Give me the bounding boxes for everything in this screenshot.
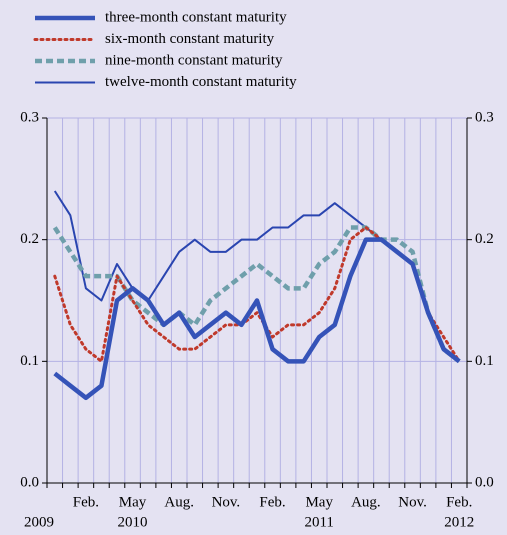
x-tick-label: Nov. <box>398 494 427 510</box>
x-tick-label: Feb. <box>259 494 285 510</box>
legend-label: three-month constant maturity <box>105 9 287 25</box>
y2-tick-label: 0.3 <box>475 109 494 125</box>
y-tick-label: 0.2 <box>20 231 39 247</box>
legend-label: twelve-month constant maturity <box>105 74 297 90</box>
y-tick-label: 0.3 <box>20 109 39 125</box>
x-tick-label: May <box>305 494 333 510</box>
x-year-label: 2011 <box>304 514 333 530</box>
series-line <box>53 237 461 401</box>
x-year-label: 2009 <box>24 514 54 530</box>
x-tick-label: May <box>119 494 147 510</box>
series-line <box>53 226 461 363</box>
series-line <box>52 225 461 364</box>
y2-tick-label: 0.1 <box>475 353 494 369</box>
legend-label: six-month constant maturity <box>105 31 275 47</box>
x-tick-label: Aug. <box>351 494 381 510</box>
x-tick-label: Nov. <box>212 494 241 510</box>
y2-tick-label: 0.0 <box>475 474 494 490</box>
series-line <box>53 190 460 363</box>
x-tick-label: Feb. <box>73 494 99 510</box>
x-year-label: 2012 <box>444 514 474 530</box>
legend-label: nine-month constant maturity <box>105 52 283 68</box>
y-tick-label: 0.1 <box>20 353 39 369</box>
x-tick-label: Feb. <box>446 494 472 510</box>
y-tick-label: 0.0 <box>20 474 39 490</box>
x-tick-label: Aug. <box>164 494 194 510</box>
x-year-label: 2010 <box>118 514 148 530</box>
y2-tick-label: 0.2 <box>475 231 494 247</box>
